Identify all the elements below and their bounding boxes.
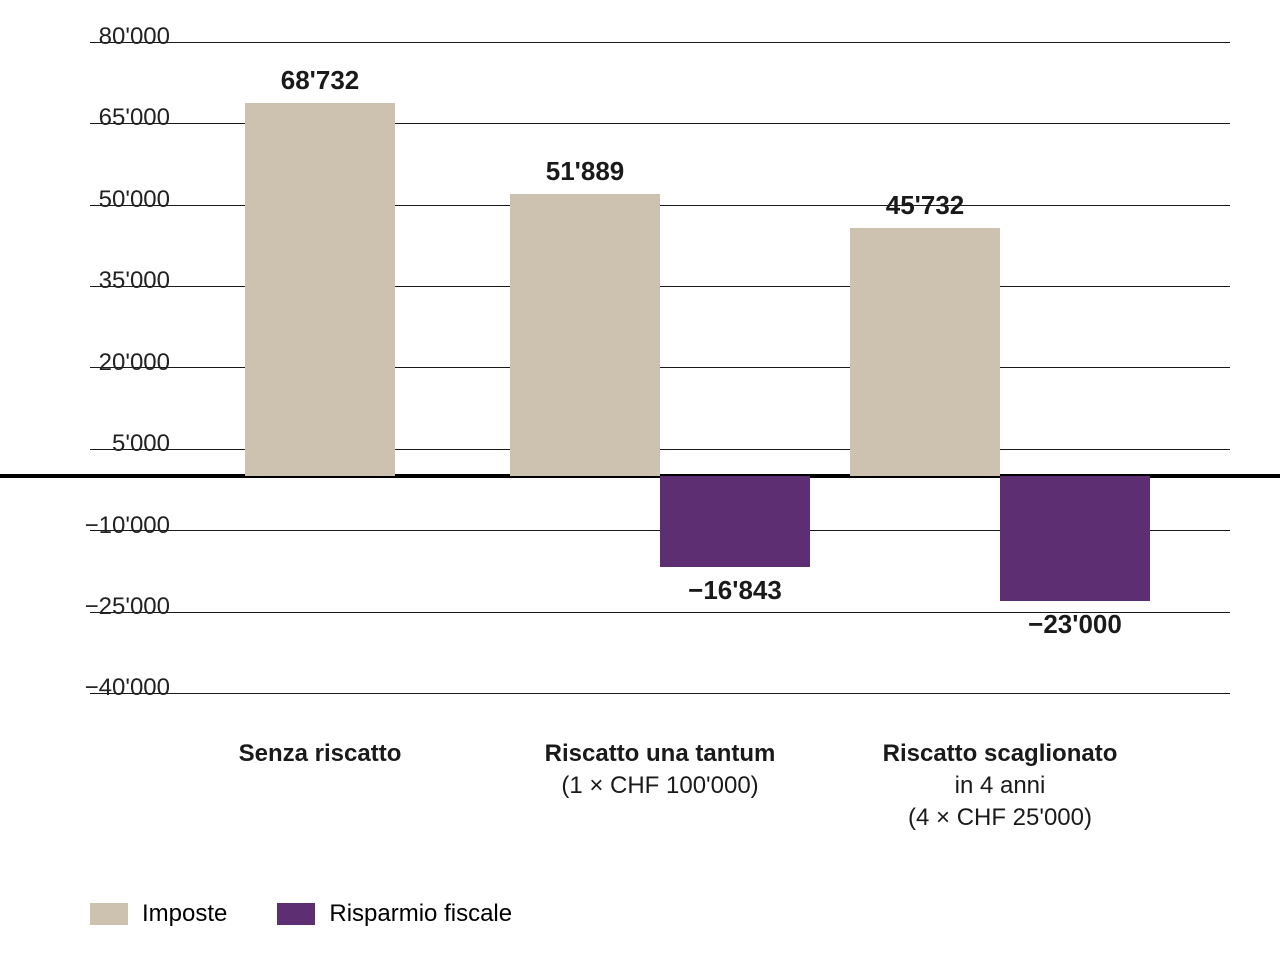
x-label-line2: (1 × CHF 100'000): [500, 770, 820, 802]
y-axis-tick-label: 20'000: [60, 349, 170, 377]
y-axis-tick-label: 80'000: [60, 23, 170, 51]
bar-value-label: 45'732: [810, 190, 1040, 221]
x-axis-group-label: Riscatto una tantum(1 × CHF 100'000): [500, 738, 820, 802]
legend-item-imposte: Imposte: [90, 900, 227, 928]
risparmio-bar: [660, 476, 810, 567]
x-label-line3: (4 × CHF 25'000): [840, 802, 1160, 834]
x-label-line2: in 4 anni: [840, 770, 1160, 802]
x-label-line1: Riscatto una tantum: [500, 738, 820, 770]
gridline: [90, 42, 1230, 43]
legend-swatch: [277, 903, 315, 925]
x-label-line1: Senza riscatto: [160, 738, 480, 770]
y-axis-tick-label: −40'000: [60, 674, 170, 702]
x-axis-group-label: Senza riscatto: [160, 738, 480, 770]
legend-item-risparmio: Risparmio fiscale: [277, 900, 512, 928]
imposte-bar: [850, 228, 1000, 476]
bar-value-label: 68'732: [205, 65, 435, 96]
bar-value-label: −16'843: [620, 575, 850, 606]
tax-savings-bar-chart: 80'000 65'000 50'000 35'000 20'000 5'000 −10'0…: [0, 0, 1280, 970]
bar-value-label: −23'000: [960, 609, 1190, 640]
y-axis-tick-label: 5'000: [60, 430, 170, 458]
risparmio-bar: [1000, 476, 1150, 601]
y-axis-tick-label: −10'000: [60, 512, 170, 540]
bar-value-label: 51'889: [470, 156, 700, 187]
gridline: [90, 693, 1230, 694]
x-label-line1: Riscatto scaglionato: [840, 738, 1160, 770]
x-axis-group-label: Riscatto scaglionatoin 4 anni(4 × CHF 25…: [840, 738, 1160, 834]
y-axis-tick-label: 35'000: [60, 267, 170, 295]
y-axis-tick-label: 65'000: [60, 104, 170, 132]
legend-label: Risparmio fiscale: [329, 900, 512, 928]
legend-label: Imposte: [142, 900, 227, 928]
imposte-bar: [245, 103, 395, 476]
y-axis-tick-label: 50'000: [60, 186, 170, 214]
y-axis-tick-label: −25'000: [60, 593, 170, 621]
legend-swatch: [90, 903, 128, 925]
imposte-bar: [510, 194, 660, 476]
legend: Imposte Risparmio fiscale: [90, 900, 512, 928]
